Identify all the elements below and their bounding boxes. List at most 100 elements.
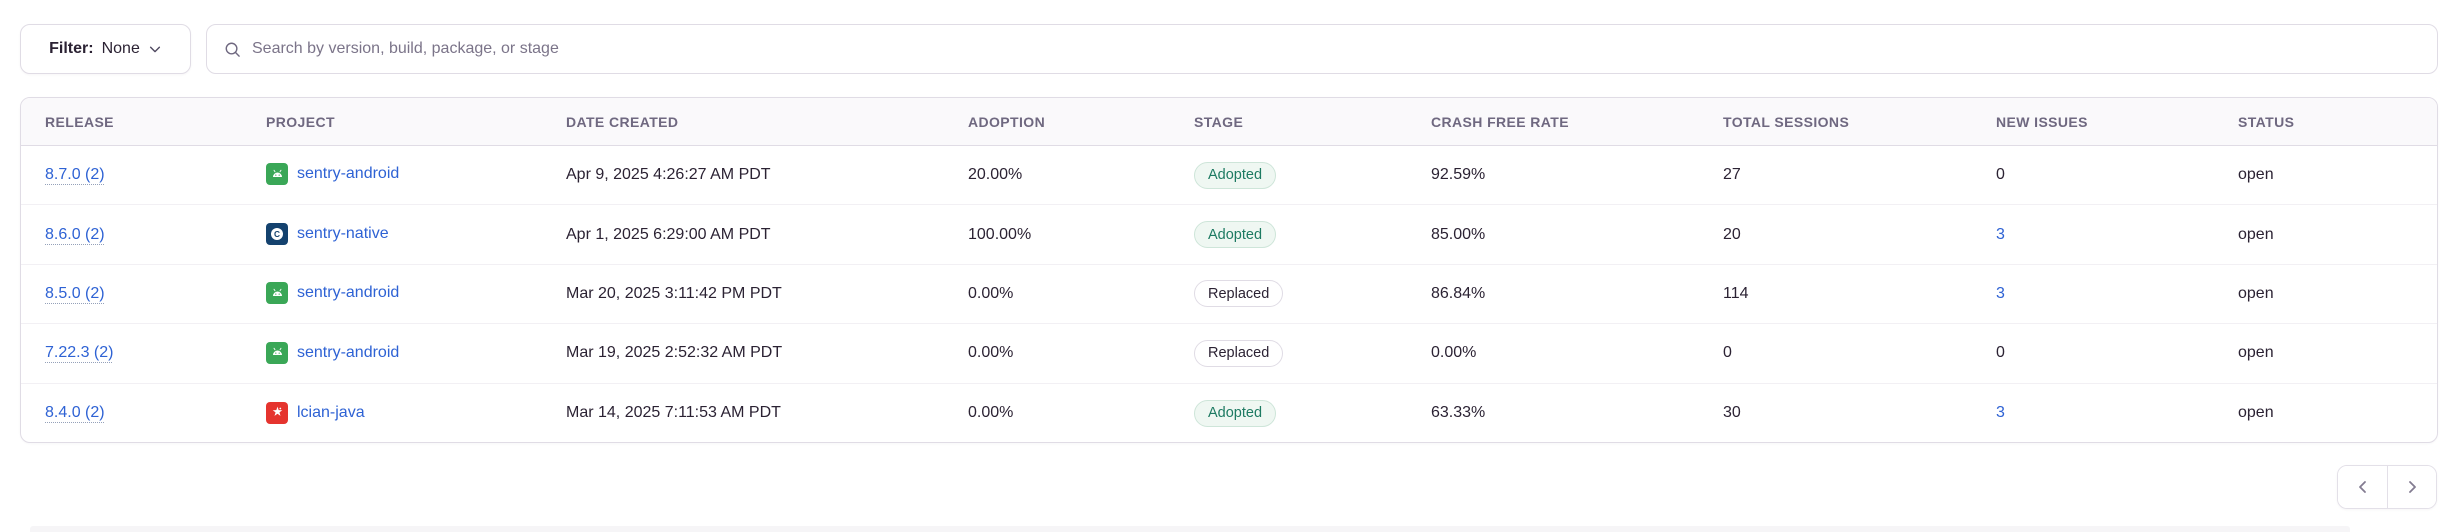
new-issues-value: 0 (1996, 166, 2005, 184)
table-row: 8.5.0 (2) C (21, 265, 2437, 325)
project-link[interactable]: C sentry-android (266, 282, 400, 305)
date-created-cell: Mar 20, 2025 3:11:42 PM PDT (566, 284, 782, 302)
chevron-down-icon (149, 46, 160, 53)
column-header-project: PROJECT (266, 113, 335, 130)
project-cell: C sentry-native (266, 222, 566, 247)
android-icon (272, 169, 282, 177)
release-link[interactable]: 8.7.0 (2) (45, 166, 105, 184)
project-link[interactable]: C sentry-android (266, 341, 400, 364)
date-created-cell: Mar 14, 2025 7:11:53 AM PDT (566, 404, 781, 422)
adoption-cell: 100.00% (968, 225, 1032, 243)
new-issues-cell: 3 (1996, 285, 2238, 303)
total-sessions-cell: 27 (1723, 166, 1741, 184)
adoption-cell: 0.00% (968, 404, 1014, 422)
status-cell: open (2238, 284, 2274, 302)
android-icon (272, 288, 282, 296)
chevron-right-icon (2409, 481, 2416, 493)
previous-page-button[interactable] (2338, 466, 2387, 508)
crash-free-rate-cell: 0.00% (1431, 344, 1477, 362)
search-bar[interactable] (206, 24, 2438, 74)
stage-badge: Adopted (1194, 161, 1277, 189)
release-link[interactable]: 8.5.0 (2) (45, 284, 105, 302)
java-icon (272, 406, 282, 416)
adoption-cell: 20.00% (968, 166, 1023, 184)
status-cell: open (2238, 344, 2274, 362)
stage-badge: Replaced (1194, 280, 1284, 308)
stage-badge: Adopted (1194, 221, 1277, 249)
adoption-cell: 0.00% (968, 344, 1014, 362)
project-platform-icon: C (266, 282, 288, 305)
column-header-adoption: ADOPTION (968, 113, 1046, 130)
column-header-status: STATUS (2238, 113, 2295, 130)
search-input[interactable] (252, 40, 2420, 58)
adoption-cell: 0.00% (968, 284, 1014, 302)
chevron-left-icon (2358, 481, 2366, 493)
project-cell: C lcian-java (266, 401, 566, 426)
table-row: 8.6.0 (2) C (21, 205, 2437, 265)
new-issues-cell: 3 (1996, 226, 2238, 244)
project-platform-icon: C (266, 401, 288, 424)
project-link[interactable]: C lcian-java (266, 401, 365, 424)
project-name: sentry-native (297, 224, 389, 242)
c-language-icon: C (271, 227, 283, 240)
project-name: lcian-java (297, 403, 365, 421)
project-link[interactable]: C sentry-android (266, 163, 400, 186)
column-header-date-created: DATE CREATED (566, 113, 679, 130)
release-link[interactable]: 8.6.0 (2) (45, 225, 105, 243)
release-cell: 8.7.0 (2) (45, 166, 266, 184)
project-cell: C sentry-android (266, 163, 566, 187)
releases-table: RELEASE PROJECT DATE CREATED ADOPTION ST… (20, 97, 2438, 443)
next-section-edge (30, 526, 2350, 532)
total-sessions-cell: 20 (1723, 225, 1741, 243)
status-cell: open (2238, 166, 2274, 184)
crash-free-rate-cell: 86.84% (1431, 284, 1486, 302)
android-icon (272, 347, 282, 356)
new-issues-cell: 3 (1996, 404, 2238, 422)
new-issues-value[interactable]: 3 (1996, 404, 2005, 422)
date-created-cell: Apr 9, 2025 4:26:27 AM PDT (566, 166, 771, 184)
stage-cell: Replaced (1194, 339, 1431, 367)
project-name: sentry-android (297, 165, 400, 183)
release-link[interactable]: 8.4.0 (2) (45, 404, 105, 422)
total-sessions-cell: 30 (1723, 404, 1741, 422)
table-header-row: RELEASE PROJECT DATE CREATED ADOPTION ST… (21, 98, 2437, 146)
table-row: 7.22.3 (2) C (21, 324, 2437, 384)
project-link[interactable]: C sentry-native (266, 222, 389, 245)
crash-free-rate-cell: 63.33% (1431, 404, 1486, 422)
new-issues-cell: 0 (1996, 166, 2238, 184)
project-platform-icon: C (266, 222, 288, 245)
table-row: 8.7.0 (2) C (21, 146, 2437, 206)
column-header-crash-free-rate: CRASH FREE RATE (1431, 113, 1569, 130)
new-issues-value[interactable]: 3 (1996, 225, 2005, 243)
filter-dropdown-button[interactable]: Filter: None (20, 24, 191, 74)
release-link[interactable]: 7.22.3 (2) (45, 344, 114, 362)
stage-badge: Replaced (1194, 339, 1284, 367)
release-cell: 8.5.0 (2) (45, 285, 266, 303)
date-created-cell: Mar 19, 2025 2:52:32 AM PDT (566, 344, 783, 362)
toolbar: Filter: None (20, 24, 2438, 74)
date-created-cell: Apr 1, 2025 6:29:00 AM PDT (566, 225, 771, 243)
new-issues-value[interactable]: 3 (1996, 284, 2005, 302)
filter-value: None (101, 40, 140, 57)
status-cell: open (2238, 404, 2274, 422)
project-name: sentry-android (297, 284, 400, 302)
release-cell: 8.4.0 (2) (45, 404, 266, 422)
table-body: 8.7.0 (2) C (21, 146, 2437, 442)
total-sessions-cell: 0 (1723, 344, 1732, 362)
table-row: 8.4.0 (2) C (21, 384, 2437, 442)
crash-free-rate-cell: 85.00% (1431, 225, 1486, 243)
new-issues-cell: 0 (1996, 344, 2238, 362)
column-header-release: RELEASE (45, 113, 114, 130)
filter-label: Filter: (49, 40, 94, 57)
project-platform-icon: C (266, 163, 288, 186)
project-name: sentry-android (297, 343, 400, 361)
stage-cell: Adopted (1194, 221, 1431, 249)
project-cell: C sentry-android (266, 282, 566, 306)
total-sessions-cell: 114 (1723, 284, 1749, 302)
release-cell: 7.22.3 (2) (45, 344, 266, 362)
project-platform-icon: C (266, 341, 288, 364)
search-icon (225, 42, 240, 57)
stage-cell: Adopted (1194, 161, 1431, 189)
crash-free-rate-cell: 92.59% (1431, 166, 1486, 184)
next-page-button[interactable] (2387, 466, 2436, 508)
